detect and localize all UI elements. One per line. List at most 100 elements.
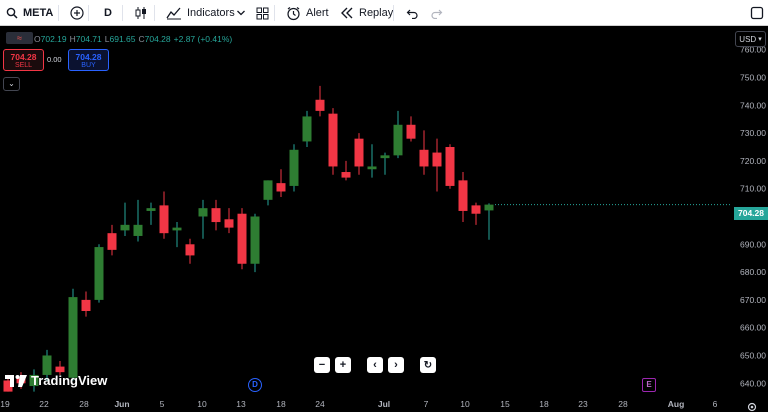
- reset-chart-button[interactable]: ↻: [420, 357, 436, 373]
- zoom-in-button[interactable]: +: [335, 357, 351, 373]
- replay-button[interactable]: Replay: [334, 0, 399, 26]
- x-tick-label: 22: [39, 399, 49, 409]
- candlestick-chart[interactable]: 640.00650.00660.00670.00680.00690.00700.…: [0, 27, 768, 412]
- sell-price: 704.28: [10, 52, 37, 62]
- brand-name: TradingView: [31, 373, 108, 388]
- candle-body: [393, 124, 403, 156]
- last-price-tag: 704.28: [734, 207, 768, 220]
- tradingview-logo[interactable]: TradingView: [5, 373, 107, 388]
- candle-body: [224, 219, 234, 228]
- alert-button[interactable]: Alert: [280, 0, 335, 26]
- currency-label: USD: [739, 34, 757, 44]
- candle-body: [341, 172, 351, 178]
- settings-button[interactable]: [746, 400, 758, 412]
- candle-body: [484, 204, 494, 211]
- fullscreen-button[interactable]: [744, 0, 768, 26]
- layout-button[interactable]: [250, 0, 275, 26]
- compare-button[interactable]: [64, 0, 90, 26]
- candle-body: [237, 213, 247, 264]
- plus-icon: +: [339, 359, 347, 371]
- sell-button[interactable]: 704.28 SELL: [3, 49, 44, 71]
- buy-button[interactable]: 704.28 BUY: [68, 49, 109, 71]
- reset-icon: ↻: [423, 359, 433, 371]
- x-tick-label: Aug: [668, 399, 685, 409]
- indicators-label: Indicators: [187, 7, 235, 19]
- x-tick-label: Jun: [114, 399, 129, 409]
- y-tick-label: 710.00: [740, 184, 766, 194]
- redo-button[interactable]: [424, 0, 449, 26]
- candles-icon: [134, 6, 148, 20]
- gear-icon: [747, 402, 757, 412]
- scroll-left-button[interactable]: ‹: [367, 357, 383, 373]
- candle-body: [445, 147, 455, 186]
- candle-body: [302, 116, 312, 142]
- legend-toggle-icon[interactable]: ≈: [6, 32, 33, 44]
- y-tick-label: 640.00: [740, 378, 766, 388]
- plus-circle-icon: [70, 6, 84, 20]
- minus-icon: −: [318, 359, 326, 371]
- buy-label: BUY: [81, 62, 96, 69]
- low-label: L: [104, 34, 110, 44]
- candle-body: [185, 244, 195, 256]
- open-label: O: [34, 34, 41, 44]
- high-value: 704.71: [75, 34, 102, 44]
- currency-button[interactable]: USD ▾: [735, 31, 766, 47]
- close-label: C: [138, 34, 145, 44]
- low-value: 691.65: [109, 34, 136, 44]
- candle-body: [3, 380, 13, 392]
- x-tick-label: 18: [539, 399, 549, 409]
- spread-value: 0.00: [47, 55, 62, 64]
- replay-icon: [340, 7, 354, 19]
- y-tick-label: 680.00: [740, 267, 766, 277]
- fullscreen-icon: [750, 6, 764, 20]
- replay-label: Replay: [359, 7, 394, 19]
- collapse-legend-button[interactable]: ⌄: [3, 77, 20, 91]
- chevron-left-icon: ‹: [373, 359, 377, 371]
- indicators-dropdown[interactable]: [230, 0, 252, 26]
- x-tick-label: 24: [315, 399, 325, 409]
- layout-grid-icon: [256, 7, 269, 20]
- dividend-event-marker[interactable]: D: [248, 378, 262, 392]
- zoom-out-button[interactable]: −: [314, 357, 330, 373]
- redo-icon: [430, 7, 443, 19]
- chart-area[interactable]: 640.00650.00660.00670.00680.00690.00700.…: [0, 27, 768, 412]
- indicators-button[interactable]: Indicators: [160, 0, 241, 26]
- candle-body: [263, 180, 273, 200]
- chevron-down-icon: ▾: [758, 36, 762, 43]
- y-tick-label: 670.00: [740, 295, 766, 305]
- symbol-search-button[interactable]: META: [0, 0, 59, 26]
- candle-body: [133, 224, 143, 236]
- scroll-right-button[interactable]: ›: [388, 357, 404, 373]
- ohlc-legend: O702.19 H704.71 L691.65 C704.28 +2.87 (+…: [34, 34, 232, 44]
- candle-body: [315, 99, 325, 111]
- high-label: H: [69, 34, 76, 44]
- interval-button[interactable]: D: [104, 7, 112, 19]
- chart-type-button[interactable]: [128, 0, 154, 26]
- candle-body: [354, 138, 364, 167]
- tradingview-logo-icon: [5, 374, 27, 387]
- y-tick-label: 690.00: [740, 239, 766, 249]
- chevron-right-icon: ›: [394, 359, 398, 371]
- x-tick-label: 28: [618, 399, 628, 409]
- x-tick-label: 10: [460, 399, 470, 409]
- earnings-event-marker[interactable]: E: [642, 378, 656, 392]
- candle-body: [68, 297, 78, 378]
- y-tick-label: 650.00: [740, 350, 766, 360]
- candle-body: [250, 216, 260, 264]
- undo-button[interactable]: [400, 0, 425, 26]
- y-tick-label: 720.00: [740, 156, 766, 166]
- candle-body: [198, 208, 208, 217]
- candle-body: [146, 208, 156, 211]
- x-tick-label: 15: [500, 399, 510, 409]
- y-tick-label: 730.00: [740, 128, 766, 138]
- x-tick-label: 19: [0, 399, 10, 409]
- indicators-icon: [166, 6, 182, 20]
- symbol-label: META: [23, 7, 54, 19]
- candle-body: [172, 227, 182, 231]
- candle-body: [289, 149, 299, 186]
- sell-label: SELL: [14, 62, 33, 69]
- candle-body: [458, 180, 468, 211]
- candle-body: [55, 366, 65, 373]
- x-tick-label: 5: [160, 399, 165, 409]
- candle-body: [471, 205, 481, 214]
